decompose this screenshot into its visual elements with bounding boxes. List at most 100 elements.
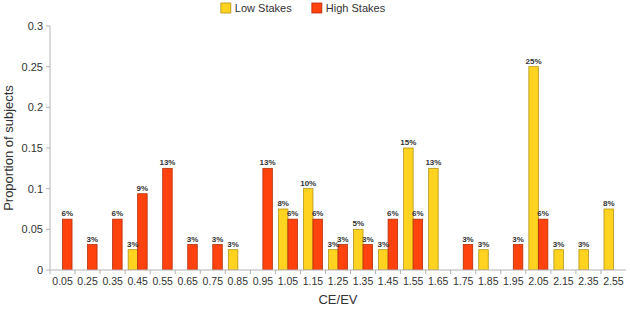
- bar: [113, 219, 123, 270]
- legend: Low StakesHigh Stakes: [221, 2, 386, 14]
- y-tick: [46, 26, 50, 27]
- x-tick-label: 1.95: [503, 275, 524, 287]
- data-label: 6%: [287, 209, 299, 218]
- bar: [329, 250, 339, 270]
- y-tick: [46, 229, 50, 230]
- x-tick: [325, 270, 326, 274]
- data-label: 8%: [603, 199, 615, 208]
- x-tick-label: 2.35: [578, 275, 599, 287]
- data-label: 6%: [112, 209, 124, 218]
- data-label: 13%: [425, 158, 441, 167]
- x-tick: [100, 270, 101, 274]
- data-label: 15%: [400, 138, 416, 147]
- bar: [529, 67, 539, 270]
- data-label: 6%: [61, 209, 73, 218]
- data-label: 3%: [478, 240, 490, 249]
- data-label: 3%: [512, 235, 524, 244]
- bar: [388, 219, 398, 270]
- chart: 3%3%8%10%3%5%3%15%13%3%25%3%3%8%6%3%6%9%…: [0, 0, 630, 314]
- data-label: 10%: [300, 179, 316, 188]
- data-label: 6%: [537, 209, 549, 218]
- y-axis-label: Proportion of subjects: [1, 85, 16, 211]
- y-tick: [46, 66, 50, 67]
- x-tick-label: 2.15: [553, 275, 574, 287]
- x-tick: [200, 270, 201, 274]
- bar: [313, 219, 323, 270]
- x-tick-label: 1.75: [453, 275, 474, 287]
- x-tick: [525, 270, 526, 274]
- legend-label: Low Stakes: [235, 2, 292, 14]
- y-tick: [46, 188, 50, 189]
- y-tick-label: 0: [37, 264, 43, 276]
- y-tick: [46, 270, 50, 271]
- x-tick-label: 0.95: [253, 275, 274, 287]
- x-tick-label: 1.25: [328, 275, 349, 287]
- x-axis: [50, 270, 626, 271]
- x-tick: [250, 270, 251, 274]
- data-label: 25%: [526, 57, 542, 66]
- bar: [88, 245, 98, 270]
- data-label: 13%: [159, 158, 175, 167]
- bar: [303, 189, 313, 270]
- y-tick-label: 0.1: [28, 183, 43, 195]
- y-tick-label: 0.15: [22, 142, 43, 154]
- y-tick-label: 0.3: [28, 20, 43, 32]
- bar: [538, 219, 548, 270]
- y-tick-label: 0.2: [28, 101, 43, 113]
- x-tick-label: 0.35: [102, 275, 123, 287]
- bar: [188, 245, 198, 270]
- x-tick: [600, 270, 601, 274]
- data-label: 13%: [260, 158, 276, 167]
- legend-swatch: [221, 3, 231, 13]
- x-tick: [500, 270, 501, 274]
- x-tick-label: 0.25: [77, 275, 98, 287]
- bar: [413, 219, 423, 270]
- x-tick-label: 0.45: [127, 275, 148, 287]
- data-label: 3%: [337, 235, 349, 244]
- bar: [263, 168, 273, 270]
- y-tick: [46, 107, 50, 108]
- x-tick-label: 1.15: [303, 275, 324, 287]
- x-tick-label: 0.75: [203, 275, 224, 287]
- data-label: 3%: [87, 235, 99, 244]
- x-tick-label: 2.05: [528, 275, 549, 287]
- bar: [513, 245, 523, 270]
- x-tick-label: 0.65: [178, 275, 199, 287]
- data-label: 9%: [137, 184, 149, 193]
- x-tick-label: 1.85: [478, 275, 499, 287]
- bar: [213, 245, 223, 270]
- data-label: 3%: [378, 240, 390, 249]
- x-tick: [150, 270, 151, 274]
- legend-swatch: [312, 3, 322, 13]
- bar: [604, 209, 614, 270]
- bar: [363, 245, 373, 270]
- data-label: 3%: [127, 240, 139, 249]
- x-tick-label: 1.65: [428, 275, 449, 287]
- x-tick: [450, 270, 451, 274]
- data-label: 3%: [553, 240, 565, 249]
- x-tick: [275, 270, 276, 274]
- bar: [138, 194, 148, 270]
- bar: [379, 250, 389, 270]
- x-tick: [75, 270, 76, 274]
- x-tick: [300, 270, 301, 274]
- bar: [479, 250, 489, 270]
- x-tick-label: 2.55: [603, 275, 624, 287]
- bar: [228, 250, 238, 270]
- y-tick: [46, 148, 50, 149]
- data-label: 5%: [353, 219, 365, 228]
- bar: [579, 250, 589, 270]
- bars: [63, 67, 614, 270]
- x-tick-label: 0.55: [152, 275, 173, 287]
- bar: [128, 250, 138, 270]
- bar: [163, 168, 173, 270]
- x-tick: [350, 270, 351, 274]
- data-label: 3%: [362, 235, 374, 244]
- x-tick: [375, 270, 376, 274]
- data-label: 3%: [578, 240, 590, 249]
- data-label: 6%: [387, 209, 399, 218]
- x-tick-label: 0.05: [52, 275, 73, 287]
- x-tick-label: 1.05: [278, 275, 299, 287]
- data-labels: 3%3%8%10%3%5%3%15%13%3%25%3%3%8%6%3%6%9%…: [61, 57, 614, 249]
- x-tick-label: 1.35: [353, 275, 374, 287]
